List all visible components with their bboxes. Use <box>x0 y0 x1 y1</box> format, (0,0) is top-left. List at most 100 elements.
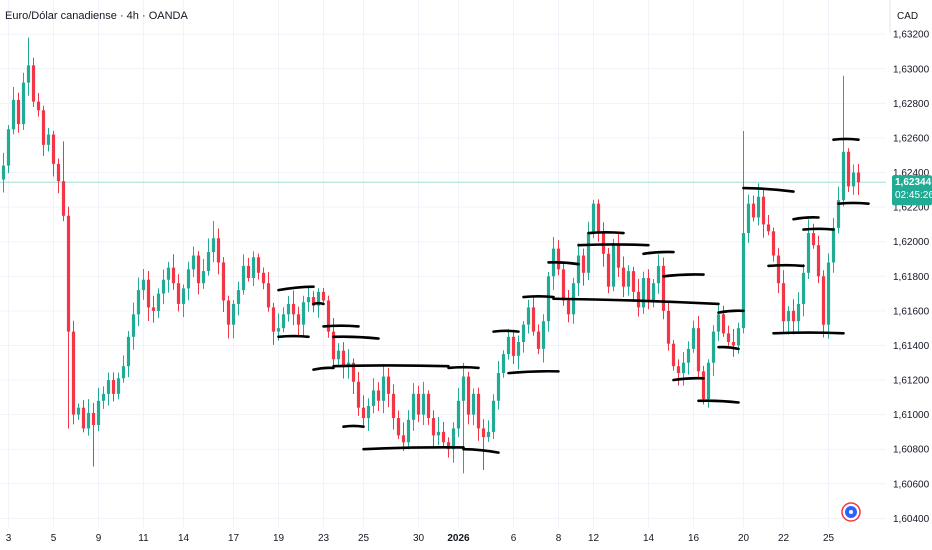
drawn-level-8[interactable] <box>362 446 465 451</box>
candle <box>496 360 501 410</box>
drawn-level-21[interactable] <box>697 399 740 404</box>
candle-body <box>746 203 751 234</box>
drawn-level-1[interactable] <box>277 334 310 339</box>
candle-body <box>296 314 301 325</box>
drawn-level-13[interactable] <box>522 294 555 299</box>
candle-body <box>91 412 96 425</box>
candle-body <box>231 303 236 325</box>
currency-label[interactable]: CAD <box>897 11 918 22</box>
candle-body <box>251 257 256 279</box>
tradingview-logo-icon[interactable] <box>841 502 861 522</box>
candle <box>281 307 286 333</box>
candle <box>151 295 156 323</box>
drawn-level-10[interactable] <box>447 365 480 370</box>
candle <box>671 339 676 371</box>
drawn-level-16[interactable] <box>587 231 625 235</box>
price-axis[interactable]: 1,63200 1,63000 1,62800 1,62600 1,62400 1,622… <box>893 30 930 525</box>
candle-body <box>56 163 61 182</box>
drawn-level-22[interactable] <box>717 345 740 351</box>
candle-body <box>751 203 756 218</box>
price-axis-bg[interactable] <box>886 0 932 550</box>
y-tick-label: 1,63000 <box>893 64 930 75</box>
drawn-level-3[interactable] <box>322 324 360 328</box>
candle <box>181 284 186 318</box>
candle-body <box>411 393 416 420</box>
candle <box>701 365 706 405</box>
candle <box>221 257 226 313</box>
drawn-level-4[interactable] <box>332 335 380 340</box>
drawn-level-18[interactable] <box>642 250 675 256</box>
x-tick-label: 5 <box>51 533 57 544</box>
candle <box>466 371 471 425</box>
candle-body <box>771 231 776 256</box>
candle-body <box>326 300 331 332</box>
drawn-level-28[interactable] <box>772 331 845 335</box>
y-tick-label: 1,61000 <box>893 410 930 421</box>
current-price-tag[interactable]: 1,62344 02:45:26 <box>892 175 932 206</box>
drawn-level-25[interactable] <box>767 263 805 268</box>
candle-body <box>66 215 71 332</box>
y-tick-label: 1,62400 <box>893 168 930 179</box>
candle-body <box>201 271 206 284</box>
candle-body <box>261 272 266 284</box>
drawn-level-17[interactable] <box>577 243 650 247</box>
candle <box>481 419 486 470</box>
candle-body <box>486 431 491 438</box>
candle-body <box>11 99 16 130</box>
drawn-level-0[interactable] <box>277 285 315 292</box>
candle <box>396 410 401 440</box>
drawn-level-24[interactable] <box>742 186 795 193</box>
candle <box>846 148 851 192</box>
candle-body <box>336 350 341 360</box>
drawn-level-9[interactable] <box>462 447 500 454</box>
candle <box>301 295 306 338</box>
drawn-level-23[interactable] <box>717 309 745 314</box>
candle <box>51 130 56 177</box>
candle-body <box>136 290 141 315</box>
candle <box>776 248 781 294</box>
candle-body <box>96 400 101 425</box>
candle <box>286 296 291 322</box>
chart-title: Euro/Dólar canadiense · 4h · OANDA <box>5 10 188 22</box>
candle <box>506 328 511 360</box>
candle-body <box>286 303 291 315</box>
candle <box>656 254 661 294</box>
candle-body <box>816 245 821 277</box>
candle-body <box>791 310 796 322</box>
candle-body <box>546 276 551 322</box>
drawn-level-26[interactable] <box>792 216 820 221</box>
candle-body <box>821 276 826 325</box>
x-tick-label: 25 <box>358 533 370 544</box>
candle-body <box>436 431 441 436</box>
candle <box>626 265 631 296</box>
drawn-level-11[interactable] <box>492 329 520 333</box>
drawn-level-12[interactable] <box>507 369 560 375</box>
drawn-level-20[interactable] <box>672 376 705 382</box>
candle-body <box>101 393 106 401</box>
time-axis[interactable]: 3 5 9 11 14 17 19 23 25 30 2026 6 8 12 14 16 20 22 25 <box>6 533 835 544</box>
candle <box>801 263 806 317</box>
candle <box>621 256 626 297</box>
candle <box>321 288 326 305</box>
time-axis-bg[interactable] <box>0 527 932 550</box>
drawn-level-6[interactable] <box>332 364 450 368</box>
drawn-level-7[interactable] <box>342 424 365 429</box>
candle-body <box>696 328 701 372</box>
drawn-level-15[interactable] <box>552 297 720 306</box>
candle <box>841 75 846 207</box>
drawn-level-14[interactable] <box>547 261 580 266</box>
candle-body <box>826 262 831 325</box>
candle <box>681 351 686 386</box>
candle-body <box>576 255 581 284</box>
candle-body <box>621 267 626 287</box>
drawn-level-5[interactable] <box>312 366 335 371</box>
candle <box>381 365 386 414</box>
candle <box>851 164 856 195</box>
drawn-level-19[interactable] <box>662 273 705 278</box>
drawn-level-29[interactable] <box>832 137 860 141</box>
drawn-level-30[interactable] <box>837 201 870 205</box>
candle-body <box>606 253 611 287</box>
drawn-level-2[interactable] <box>312 301 325 306</box>
drawn-level-27[interactable] <box>802 227 835 231</box>
